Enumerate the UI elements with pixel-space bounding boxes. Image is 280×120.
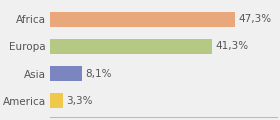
Bar: [50, 39, 212, 54]
Text: 41,3%: 41,3%: [215, 41, 248, 51]
Bar: [50, 12, 235, 27]
Bar: [50, 93, 63, 108]
Text: 3,3%: 3,3%: [66, 96, 93, 106]
Text: 8,1%: 8,1%: [85, 69, 111, 79]
Bar: [50, 66, 82, 81]
Text: 47,3%: 47,3%: [239, 14, 272, 24]
